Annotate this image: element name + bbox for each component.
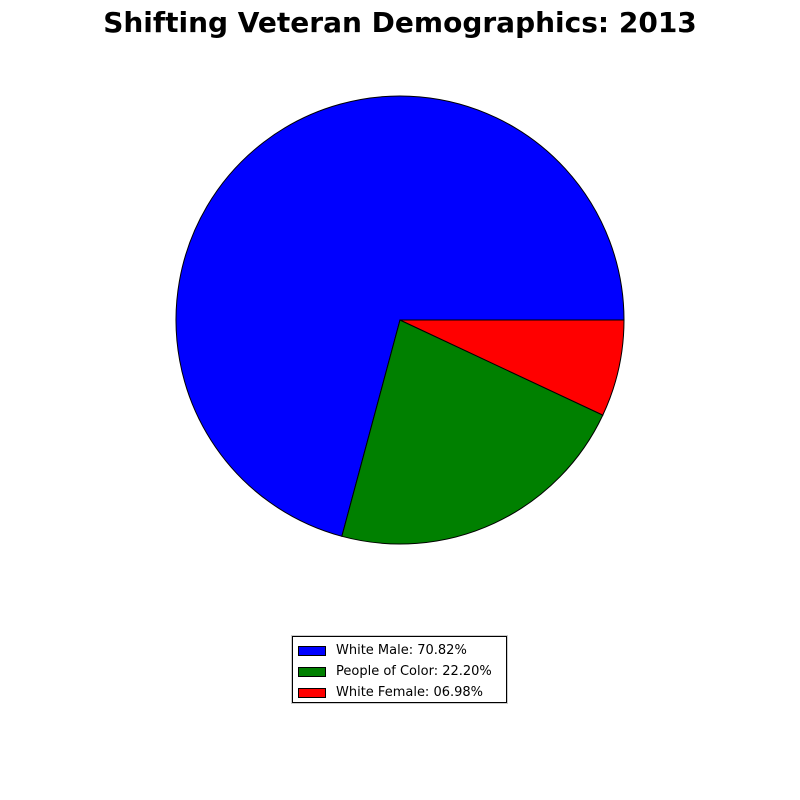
legend: White Male: 70.82% People of Color: 22.2… (292, 636, 507, 703)
legend-item-white-male: White Male: 70.82% (298, 640, 501, 661)
pie-slice-people-of-color (341, 319, 604, 545)
legend-swatch-people-of-color (298, 666, 326, 677)
legend-label-white-male: White Male: 70.82% (336, 643, 467, 658)
legend-item-people-of-color: People of Color: 22.20% (298, 661, 501, 682)
pie-slice-white-male (175, 95, 625, 537)
legend-item-white-female: White Female: 06.98% (298, 682, 501, 703)
legend-swatch-white-male (298, 645, 326, 656)
legend-label-white-female: White Female: 06.98% (336, 685, 484, 700)
chart-title: Shifting Veteran Demographics: 2013 (103, 6, 697, 39)
pie-slice-white-female (399, 319, 625, 416)
legend-label-people-of-color: People of Color: 22.20% (336, 664, 492, 679)
legend-swatch-white-female (298, 687, 326, 698)
